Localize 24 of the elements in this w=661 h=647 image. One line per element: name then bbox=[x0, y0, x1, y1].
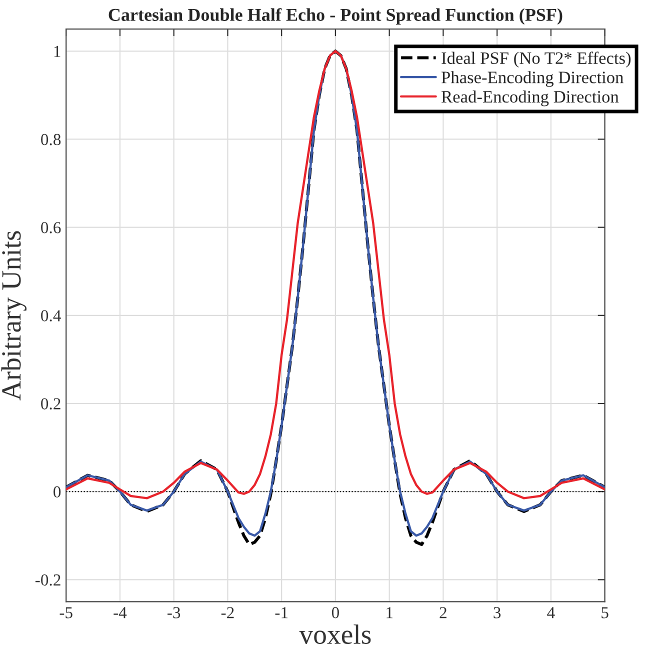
x-tick-label: -4 bbox=[114, 607, 127, 618]
x-tick-label: 4 bbox=[547, 607, 555, 618]
legend-label: Ideal PSF (No T2* Effects) bbox=[442, 52, 631, 68]
y-tick-label: 0.6 bbox=[41, 222, 61, 234]
y-tick-label: 0.8 bbox=[41, 134, 61, 146]
legend-label: Read-Encoding Direction bbox=[442, 90, 619, 106]
x-tick-label: -3 bbox=[168, 607, 180, 618]
x-tick-label: 3 bbox=[494, 607, 501, 618]
legend-label: Phase-Encoding Direction bbox=[442, 71, 624, 87]
y-tick-label: 1 bbox=[54, 46, 60, 57]
x-tick-label: 1 bbox=[386, 607, 392, 618]
y-tick-label: 0.2 bbox=[41, 398, 60, 410]
y-tick-label: 0.4 bbox=[41, 310, 61, 322]
x-tick-label: -1 bbox=[275, 607, 288, 618]
x-tick-label: -5 bbox=[60, 607, 72, 618]
x-axis-title: voxels bbox=[299, 624, 371, 644]
x-tick-label: 2 bbox=[440, 607, 446, 618]
x-tick-label: -2 bbox=[221, 607, 234, 618]
chart-title: Cartesian Double Half Echo - Point Spread Function (PSF) bbox=[108, 8, 562, 25]
y-tick-label: -0.2 bbox=[35, 574, 60, 586]
x-tick-label: 5 bbox=[602, 607, 608, 618]
x-tick-label: 0 bbox=[332, 607, 339, 618]
y-tick-label: 0 bbox=[54, 486, 61, 498]
y-axis-title: Arbitrary Units bbox=[1, 231, 27, 400]
